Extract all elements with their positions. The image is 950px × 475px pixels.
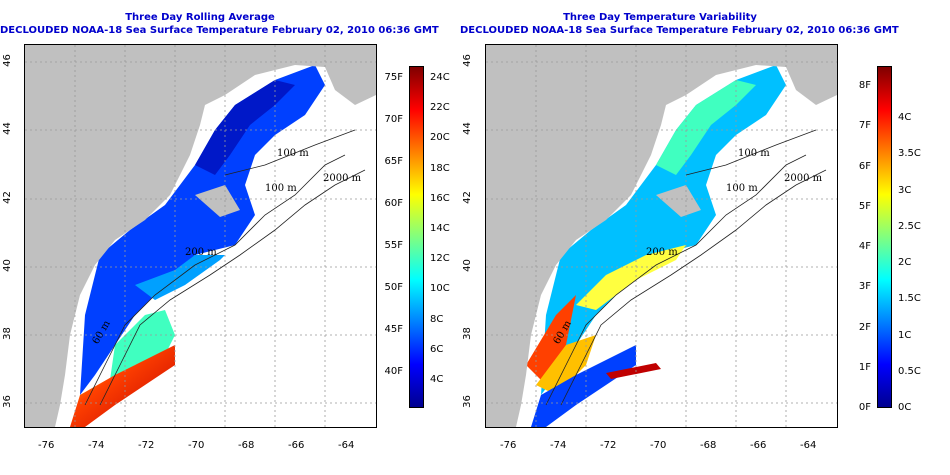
- colorbar-label: 8C: [430, 313, 444, 325]
- colorbar-label: 0.5C: [898, 365, 921, 377]
- colorbar-label: 3.5C: [898, 148, 921, 160]
- colorbar-label: 24C: [430, 72, 450, 83]
- x-tick: -64: [338, 440, 355, 451]
- contour-label: 100 m: [726, 183, 758, 194]
- colorbar-label: 1.5C: [898, 293, 921, 305]
- colorbar-label: 1F: [858, 361, 871, 373]
- colorbar-label: 2F: [858, 321, 871, 333]
- right-colorbar: [877, 66, 892, 408]
- colorbar-label: 7F: [858, 120, 871, 132]
- colorbar-label: 20C: [430, 132, 450, 144]
- x-tick: -68: [700, 440, 717, 451]
- colorbar-label: 1C: [898, 329, 912, 341]
- colorbar-label: 8F: [858, 80, 871, 91]
- x-tick: -72: [600, 440, 617, 451]
- right-map: 100 m 2000 m 100 m 200 m 60 m: [485, 44, 838, 428]
- y-tick: 46: [461, 54, 473, 67]
- contour-label: 100 m: [265, 183, 297, 194]
- colorbar-label: 0C: [898, 402, 912, 413]
- colorbar-label: 6C: [430, 343, 444, 355]
- colorbar-label: 5F: [858, 200, 871, 212]
- contour-label: 2000 m: [784, 173, 823, 184]
- y-tick: 38: [1, 327, 13, 340]
- x-tick: -76: [38, 440, 55, 451]
- colorbar-label: 3C: [898, 184, 912, 196]
- x-tick: -64: [800, 440, 817, 451]
- colorbar-label: 4C: [430, 374, 444, 385]
- left-map: 100 m 2000 m 100 m 200 m 60 m: [24, 44, 377, 428]
- colorbar-label: 70F: [384, 114, 403, 125]
- x-tick: -66: [288, 440, 305, 451]
- y-tick: 40: [1, 259, 13, 272]
- x-tick: -68: [238, 440, 255, 451]
- colorbar-label: 6F: [858, 160, 871, 172]
- colorbar-label: 0F: [858, 402, 871, 413]
- colorbar-label: 12C: [430, 253, 450, 265]
- colorbar-label: 22C: [430, 102, 450, 114]
- left-colorbar: [409, 66, 424, 408]
- colorbar-label: 75F: [384, 72, 403, 83]
- left-subtitle: DECLOUDED NOAA-18 Sea Surface Temperatur…: [0, 25, 439, 36]
- x-tick: -74: [550, 440, 567, 451]
- y-tick: 36: [461, 395, 473, 408]
- colorbar-label: 2.5C: [898, 220, 921, 232]
- colorbar-label: 65F: [384, 156, 403, 167]
- right-subtitle: DECLOUDED NOAA-18 Sea Surface Temperatur…: [460, 25, 899, 36]
- y-tick: 42: [1, 191, 13, 204]
- contour-label: 200 m: [185, 247, 217, 258]
- colorbar-label: 2C: [898, 257, 912, 268]
- y-tick: 44: [1, 122, 13, 135]
- contour-label: 200 m: [646, 247, 678, 258]
- colorbar-label: 45F: [384, 324, 403, 335]
- y-tick: 46: [1, 54, 13, 67]
- colorbar-label: 18C: [430, 162, 450, 174]
- x-tick: -66: [750, 440, 767, 451]
- x-tick: -70: [188, 440, 205, 451]
- colorbar-label: 4F: [858, 241, 871, 252]
- y-tick: 36: [1, 395, 13, 408]
- colorbar-label: 14C: [430, 223, 450, 234]
- colorbar-label: 60F: [384, 198, 403, 209]
- colorbar-label: 3F: [858, 281, 871, 293]
- x-tick: -74: [88, 440, 105, 451]
- y-tick: 40: [461, 259, 473, 272]
- colorbar-label: 50F: [384, 282, 403, 293]
- left-title: Three Day Rolling Average: [125, 12, 275, 23]
- colorbar-label: 16C: [430, 192, 450, 204]
- y-tick: 38: [461, 327, 473, 340]
- colorbar-label: 55F: [384, 240, 403, 251]
- x-tick: -76: [500, 440, 517, 451]
- x-tick: -72: [138, 440, 155, 451]
- right-title: Three Day Temperature Variability: [563, 12, 757, 23]
- colorbar-label: 4C: [898, 112, 912, 123]
- contour-label: 100 m: [738, 148, 770, 159]
- colorbar-label: 40F: [384, 366, 403, 377]
- x-tick: -70: [650, 440, 667, 451]
- y-tick: 42: [461, 191, 473, 204]
- contour-label: 100 m: [277, 148, 309, 159]
- colorbar-label: 10C: [430, 283, 450, 295]
- y-tick: 44: [461, 122, 473, 135]
- contour-label: 2000 m: [323, 173, 362, 184]
